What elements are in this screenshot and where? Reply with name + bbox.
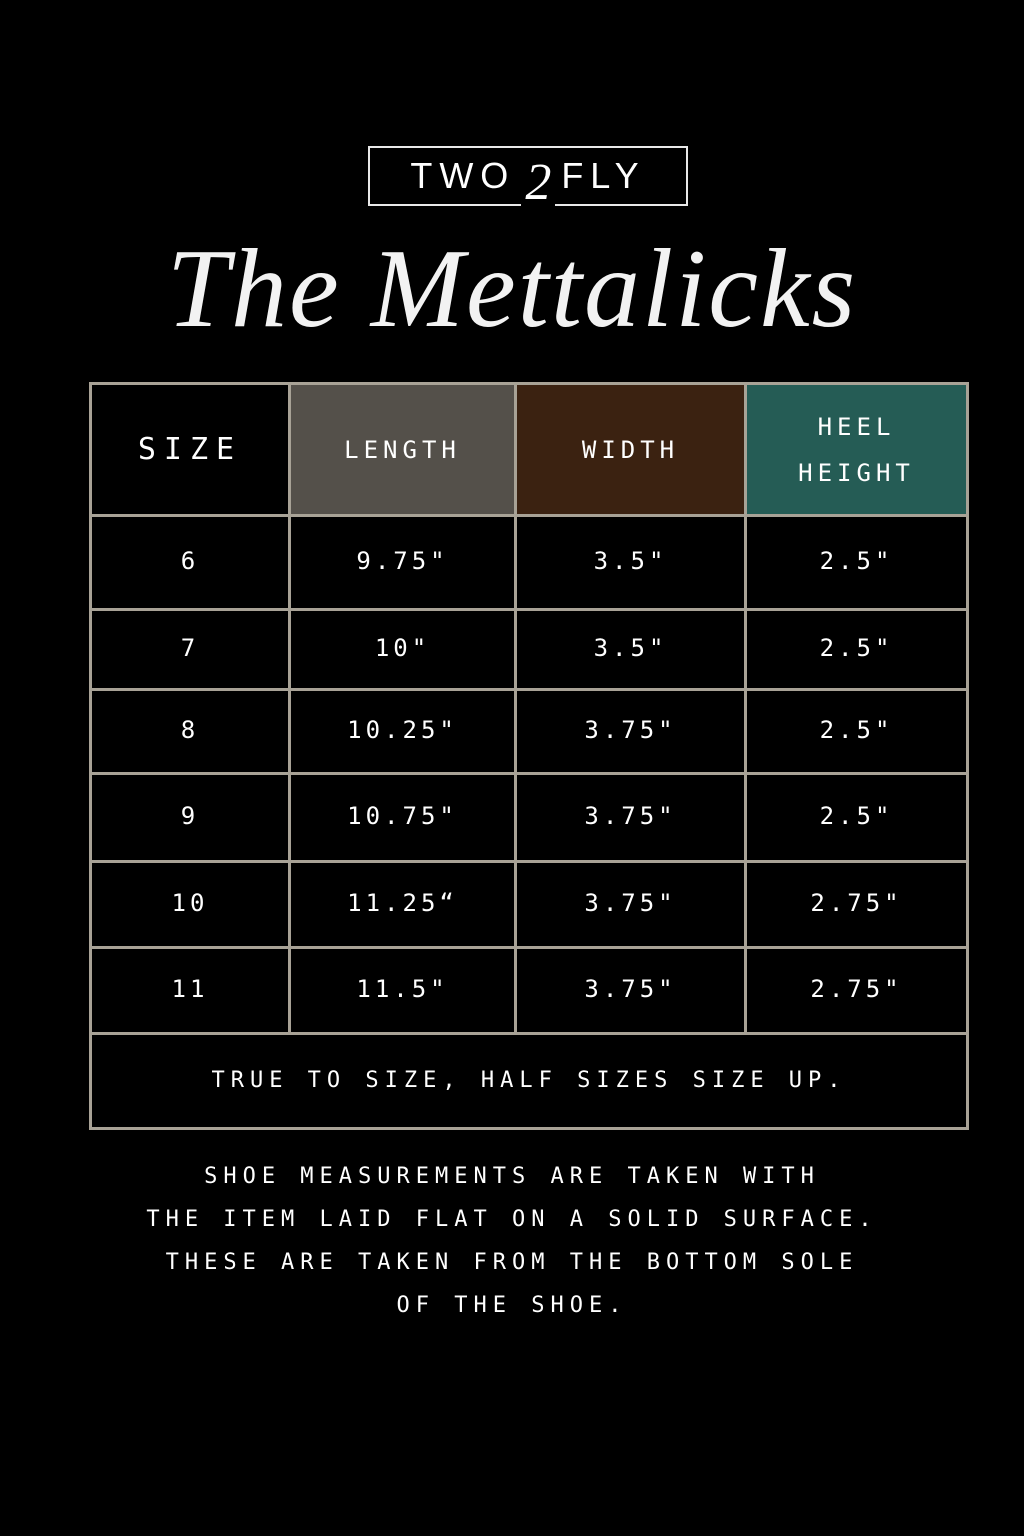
cell-width: 3.75" — [517, 772, 747, 863]
cell-width: 3.5" — [517, 514, 747, 611]
cell-length: 10" — [291, 608, 517, 691]
note-line: THESE ARE TAKEN FROM THE BOTTOM SOLE — [165, 1250, 859, 1275]
cell-width: 3.75" — [517, 688, 747, 775]
cell-heel-height: 2.75" — [747, 946, 966, 1035]
cell-width: 3.75" — [517, 860, 747, 949]
cell-size: 6 — [92, 514, 291, 611]
header-line: HEIGHT — [798, 458, 915, 487]
cell-heel-height: 2.5" — [747, 772, 966, 863]
product-title: The Mettalicks — [166, 227, 858, 351]
cell-length: 10.75" — [291, 772, 517, 863]
cell-heel-height: 2.75" — [747, 860, 966, 949]
cell-length: 11.5" — [291, 946, 517, 1035]
cell-heel-height: 2.5" — [747, 514, 966, 611]
cell-heel-height: 2.5" — [747, 688, 966, 775]
cell-length: 10.25" — [291, 688, 517, 775]
measurement-note: SHOE MEASUREMENTS ARE TAKEN WITH THE ITE… — [0, 1155, 1024, 1327]
cell-size: 11 — [92, 946, 291, 1035]
cell-size: 7 — [92, 608, 291, 691]
logo-text-2: 2 — [521, 152, 556, 212]
cell-width: 3.75" — [517, 946, 747, 1035]
table-footer-note: TRUE TO SIZE, HALF SIZES SIZE UP. — [211, 1067, 847, 1093]
size-chart-table: SIZE LENGTH WIDTH HEEL HEIGHT 6 9.75" 3.5" 2.5" 7… — [89, 382, 969, 1130]
note-line: THE ITEM LAID FLAT ON A SOLID SURFACE. — [146, 1207, 878, 1232]
logo-text-fly: FLY — [561, 155, 646, 196]
cell-size: 8 — [92, 688, 291, 775]
header-line: HEEL — [817, 412, 896, 441]
note-line: OF THE SHOE. — [396, 1293, 628, 1318]
cell-length: 11.25“ — [291, 860, 517, 949]
cell-width: 3.5" — [517, 608, 747, 691]
cell-size: 10 — [92, 860, 291, 949]
logo-text-two: TWO — [410, 155, 516, 196]
cell-length: 9.75" — [291, 514, 517, 611]
header-width: WIDTH — [517, 385, 747, 517]
cell-heel-height: 2.5" — [747, 608, 966, 691]
brand-logo: TWO 2 FLY — [368, 146, 688, 212]
note-line: SHOE MEASUREMENTS ARE TAKEN WITH — [204, 1164, 820, 1189]
header-heel-height: HEEL HEIGHT — [747, 385, 966, 517]
header-size: SIZE — [92, 385, 291, 517]
header-length: LENGTH — [291, 385, 517, 517]
cell-size: 9 — [92, 772, 291, 863]
